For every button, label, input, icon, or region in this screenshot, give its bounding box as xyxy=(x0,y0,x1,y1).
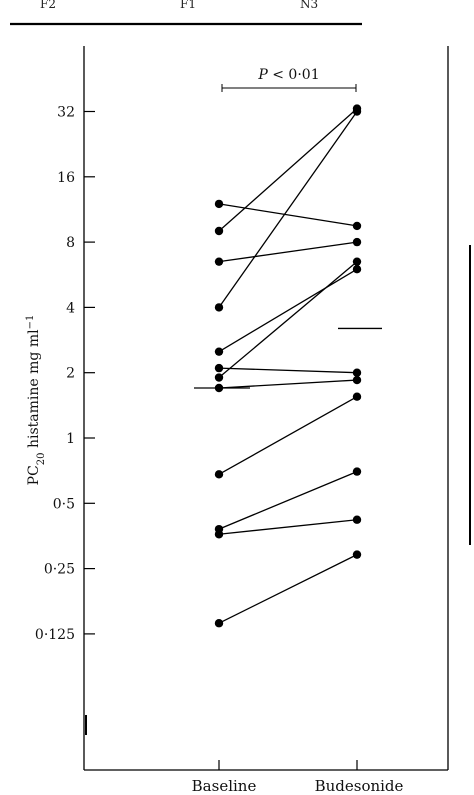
budesonide-point xyxy=(352,467,362,476)
y-axis-label-pc: PC xyxy=(26,465,42,485)
x-category-label: Budesonide xyxy=(315,777,404,795)
pair-line xyxy=(218,396,358,475)
y-axis-label: PC20 histamine mg ml−1 xyxy=(25,315,47,486)
budesonide-point xyxy=(352,550,362,559)
y-tick-label: 16 xyxy=(57,170,75,186)
y-axis-label-sub: 20 xyxy=(36,452,47,465)
pair-line xyxy=(218,108,358,232)
p-value-label: P < 0·01 xyxy=(257,67,319,83)
budesonide-point xyxy=(352,221,362,231)
x-category-label: Baseline xyxy=(192,777,257,795)
baseline-point xyxy=(214,470,224,479)
baseline-point xyxy=(214,199,224,209)
budesonide-point xyxy=(352,368,362,377)
y-tick-label: 0·125 xyxy=(35,627,75,643)
budesonide-point xyxy=(352,375,362,385)
y-tick-label: 32 xyxy=(57,105,75,121)
baseline-point xyxy=(214,303,224,312)
significance-annotation: P < 0·01 xyxy=(221,67,357,92)
budesonide-point xyxy=(352,265,362,274)
pair-line xyxy=(218,241,358,263)
pair-line xyxy=(218,519,358,535)
p-threshold: < 0·01 xyxy=(268,67,320,83)
budesonide-point xyxy=(352,237,362,247)
y-tick-label: 4 xyxy=(66,300,75,316)
y-tick-label: 1 xyxy=(66,431,75,447)
header-fragment-n3: N3 xyxy=(300,0,318,11)
y-tick-label: 8 xyxy=(66,235,75,251)
y-ticks: 0·125 0·25 0·5 1 2 4 8 16 32 xyxy=(35,105,95,643)
baseline-point xyxy=(214,373,224,382)
baseline-point xyxy=(214,363,224,373)
budesonide-point xyxy=(352,107,362,116)
header-fragment-f2: F2 xyxy=(40,0,56,11)
baseline-point xyxy=(214,619,224,628)
pair-line xyxy=(218,379,358,389)
p-symbol: P xyxy=(257,67,268,83)
x-categories: Baseline Budesonide xyxy=(192,760,404,795)
baseline-point xyxy=(214,257,224,266)
pair-line xyxy=(218,268,358,353)
baseline-point xyxy=(214,226,224,236)
y-axis-label-sup: −1 xyxy=(25,315,36,330)
budesonide-point xyxy=(352,257,362,266)
budesonide-point xyxy=(352,392,362,401)
y-tick-label: 0·25 xyxy=(44,562,75,578)
y-axis-label-units: histamine mg ml xyxy=(26,329,42,453)
baseline-point xyxy=(214,530,224,539)
header-fragment-f1: F1 xyxy=(180,0,196,11)
geometric-means xyxy=(194,327,382,389)
pair-line xyxy=(218,261,358,379)
budesonide-point xyxy=(352,515,362,524)
pair-line xyxy=(218,471,358,530)
y-tick-label: 0·5 xyxy=(53,496,75,512)
baseline-point xyxy=(214,347,224,356)
paired-series xyxy=(214,104,362,628)
header-fragment: F2 F1 N3 xyxy=(10,0,362,26)
pair-line xyxy=(218,203,358,227)
y-tick-label: 2 xyxy=(66,366,75,382)
pair-line xyxy=(218,554,358,624)
pair-line xyxy=(218,367,358,374)
pair-line xyxy=(218,111,358,308)
